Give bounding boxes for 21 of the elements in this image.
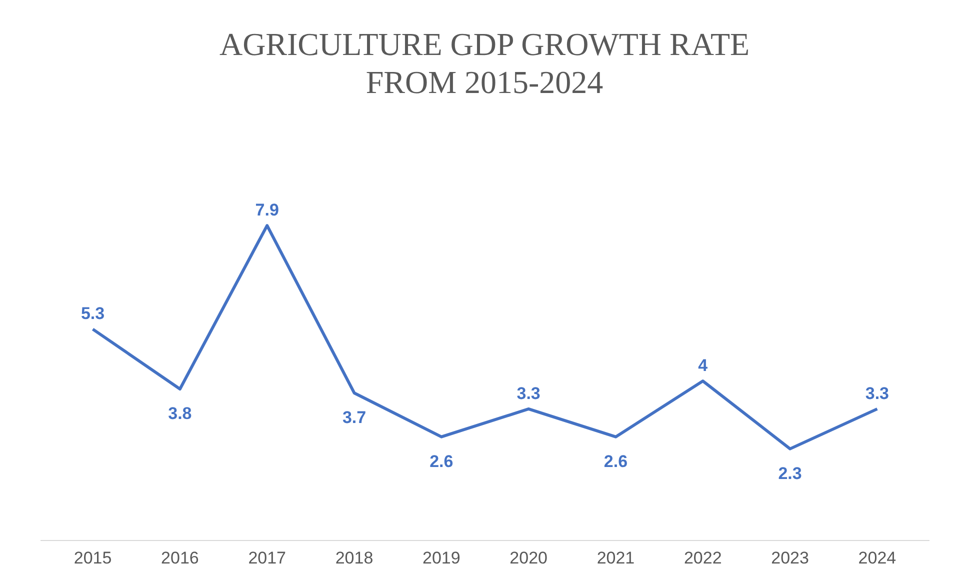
x-tick-label: 2018 bbox=[335, 548, 374, 568]
x-tick-label: 2024 bbox=[858, 548, 896, 568]
data-label: 5.3 bbox=[80, 304, 105, 324]
data-label: 7.9 bbox=[255, 200, 279, 220]
x-tick-label: 2020 bbox=[510, 548, 548, 568]
data-label: 3.7 bbox=[342, 408, 366, 427]
x-tick-label: 2019 bbox=[422, 548, 460, 568]
data-label: 2.6 bbox=[604, 452, 628, 471]
x-tick-label: 2017 bbox=[248, 548, 286, 568]
x-tick-label: 2022 bbox=[684, 548, 722, 568]
data-label: 3.8 bbox=[168, 404, 192, 423]
x-tick-label: 2015 bbox=[74, 548, 112, 568]
data-label: 4 bbox=[698, 356, 708, 376]
data-label: 3.3 bbox=[865, 384, 890, 403]
data-label: 2.6 bbox=[430, 452, 454, 471]
chart-title: AGRICULTURE GDP GROWTH RATE FROM 2015-2024 bbox=[219, 25, 750, 102]
x-tick-label: 2016 bbox=[161, 548, 199, 568]
data-label: 2.3 bbox=[778, 464, 802, 483]
x-tick-label: 2023 bbox=[771, 548, 809, 568]
data-label: 3.3 bbox=[516, 384, 540, 403]
x-tick-label: 2021 bbox=[596, 548, 635, 568]
